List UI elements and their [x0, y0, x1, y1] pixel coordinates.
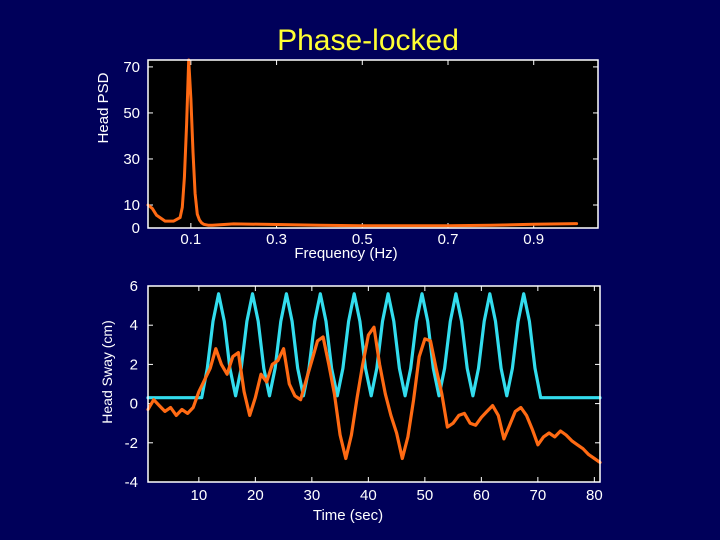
psd-x-tick-label: 0.9	[523, 231, 544, 248]
psd-y-tick-labels: 0 10 30 50 70	[123, 59, 140, 237]
sway-x-tick-label: 20	[247, 487, 264, 504]
slide-title: Phase-locked	[277, 24, 459, 57]
sway-y-tick-label: 6	[130, 278, 138, 295]
sway-x-tick-label: 60	[473, 487, 490, 504]
psd-x-tick-label: 0.3	[266, 231, 287, 248]
psd-x-axis-label: Frequency (Hz)	[294, 245, 397, 262]
sway-y-tick-label: 2	[130, 356, 138, 373]
sway-y-tick-label: 0	[130, 396, 138, 413]
sway-y-tick-labels: -4 -2 0 2 4 6	[125, 278, 138, 491]
sway-series-line-1	[146, 325, 602, 464]
psd-x-tick-labels: 0.1 0.3 0.5 0.7 0.9	[180, 231, 544, 248]
psd-chart: 0 10 30 50 70 0.1 0.3 0.5 0.7 0.9 Frequency (Hz)…	[95, 58, 599, 262]
psd-x-tick-label: 0.5	[352, 231, 373, 248]
sway-x-tick-label: 70	[530, 487, 547, 504]
sway-x-tick-label: 50	[417, 487, 434, 504]
psd-y-axis-label: Head PSD	[95, 72, 112, 143]
sway-series-line-0	[146, 292, 602, 400]
sway-x-tick-labels: 10 20 30 40 50 60 70 80	[191, 487, 603, 504]
psd-y-tick-label: 50	[123, 105, 140, 122]
psd-x-tick-label: 0.1	[180, 231, 201, 248]
sway-x-tick-label: 80	[586, 487, 603, 504]
sway-x-tick-label: 40	[360, 487, 377, 504]
sway-y-tick-label: 4	[130, 317, 138, 334]
psd-plot-frame	[147, 59, 599, 229]
sway-x-tick-label: 10	[191, 487, 208, 504]
sway-y-tick-label: -2	[125, 435, 138, 452]
psd-plot-area	[148, 60, 598, 228]
psd-y-tick-label: 10	[123, 197, 140, 214]
psd-y-tick-label: 70	[123, 59, 140, 76]
psd-series-group	[146, 58, 579, 228]
sway-chart: -4 -2 0 2 4 6 10 20 30 40 50 60 70 80 Time (sec) Hea…	[99, 278, 603, 524]
psd-y-tick-label: 30	[123, 151, 140, 168]
sway-series-group	[146, 292, 602, 464]
sway-x-tick-label: 30	[304, 487, 321, 504]
psd-y-tick-label: 0	[132, 220, 140, 237]
sway-plot-frame	[147, 285, 601, 483]
psd-series-line-0	[146, 58, 579, 228]
sway-y-tick-label: -4	[125, 474, 138, 491]
sway-y-axis-label: Head Sway (cm)	[99, 320, 115, 423]
sway-x-axis-label: Time (sec)	[313, 507, 383, 524]
psd-x-tick-label: 0.7	[438, 231, 459, 248]
